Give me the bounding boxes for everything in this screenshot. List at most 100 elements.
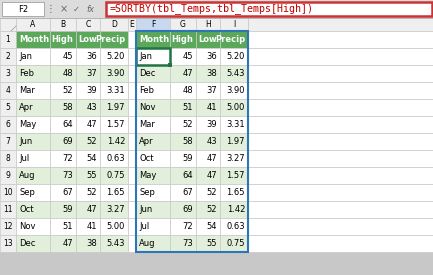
Text: Low: Low — [198, 35, 217, 44]
Bar — [76, 150, 100, 167]
Bar — [76, 184, 100, 201]
Bar — [16, 218, 50, 235]
Text: 52: 52 — [62, 86, 73, 95]
Text: Sep: Sep — [139, 188, 155, 197]
Bar — [136, 150, 170, 167]
Text: 3.31: 3.31 — [226, 120, 245, 129]
Bar — [248, 31, 433, 48]
Bar — [128, 235, 136, 252]
Text: ⋮: ⋮ — [46, 4, 56, 14]
Bar — [128, 48, 136, 65]
Text: 5.20: 5.20 — [226, 52, 245, 61]
Text: 47: 47 — [207, 154, 217, 163]
Text: 43: 43 — [207, 137, 217, 146]
Text: 59: 59 — [182, 154, 193, 163]
Bar — [50, 82, 76, 99]
Text: 47: 47 — [182, 69, 193, 78]
Text: C: C — [85, 20, 90, 29]
Text: 6: 6 — [6, 120, 10, 129]
Bar — [196, 65, 220, 82]
Text: 58: 58 — [182, 137, 193, 146]
Text: 5.00: 5.00 — [226, 103, 245, 112]
Bar — [106, 2, 432, 16]
Text: 69: 69 — [62, 137, 73, 146]
Text: E: E — [129, 20, 134, 29]
Bar — [0, 201, 16, 218]
Text: H: H — [205, 20, 211, 29]
Bar — [196, 133, 220, 150]
Bar — [220, 150, 248, 167]
Bar — [136, 201, 170, 218]
Text: G: G — [180, 20, 186, 29]
Text: 73: 73 — [62, 171, 73, 180]
Bar — [100, 201, 128, 218]
Bar — [0, 252, 433, 275]
Text: Jul: Jul — [139, 222, 149, 231]
Text: Dec: Dec — [139, 69, 155, 78]
Bar — [136, 184, 170, 201]
Text: 1.65: 1.65 — [226, 188, 245, 197]
Bar — [136, 48, 170, 65]
Text: B: B — [61, 20, 65, 29]
Text: Apr: Apr — [139, 137, 154, 146]
Bar — [220, 218, 248, 235]
Bar — [128, 116, 136, 133]
Text: 48: 48 — [62, 69, 73, 78]
Bar — [50, 133, 76, 150]
Bar — [220, 184, 248, 201]
Text: Month: Month — [19, 35, 49, 44]
Bar — [170, 133, 196, 150]
Bar — [128, 218, 136, 235]
Text: =SORTBY(tbl_Temps,tbl_Temps[High]): =SORTBY(tbl_Temps,tbl_Temps[High]) — [110, 4, 314, 15]
Text: 67: 67 — [62, 188, 73, 197]
Bar — [100, 99, 128, 116]
Bar — [248, 235, 433, 252]
Text: Oct: Oct — [139, 154, 154, 163]
Text: Feb: Feb — [19, 69, 34, 78]
Text: Nov: Nov — [139, 103, 155, 112]
Text: I: I — [233, 20, 235, 29]
Text: 0.63: 0.63 — [107, 154, 125, 163]
Bar — [100, 218, 128, 235]
Bar — [16, 99, 50, 116]
Text: 3.27: 3.27 — [107, 205, 125, 214]
Bar — [196, 31, 220, 48]
Bar — [136, 18, 170, 31]
Bar — [16, 82, 50, 99]
Bar — [100, 133, 128, 150]
Bar — [50, 167, 76, 184]
Text: 38: 38 — [206, 69, 217, 78]
Bar — [136, 167, 170, 184]
Bar — [220, 116, 248, 133]
Text: Aug: Aug — [19, 171, 36, 180]
Bar — [196, 18, 220, 31]
Text: A: A — [30, 20, 36, 29]
Text: F2: F2 — [18, 4, 28, 13]
Text: 1.65: 1.65 — [107, 188, 125, 197]
Text: 39: 39 — [86, 86, 97, 95]
Text: Nov: Nov — [19, 222, 36, 231]
Text: ✓: ✓ — [72, 4, 80, 13]
Bar — [248, 18, 433, 31]
Text: 1.57: 1.57 — [107, 120, 125, 129]
Bar — [100, 167, 128, 184]
Bar — [248, 167, 433, 184]
Bar — [196, 184, 220, 201]
Text: ×: × — [60, 4, 68, 14]
Text: 3.27: 3.27 — [226, 154, 245, 163]
Bar — [100, 116, 128, 133]
Text: 52: 52 — [207, 188, 217, 197]
Bar — [248, 65, 433, 82]
Text: 1.97: 1.97 — [226, 137, 245, 146]
Bar — [248, 99, 433, 116]
Text: 51: 51 — [62, 222, 73, 231]
Text: 0.63: 0.63 — [226, 222, 245, 231]
Text: 3: 3 — [6, 69, 10, 78]
Bar — [248, 116, 433, 133]
Text: fx: fx — [86, 4, 94, 13]
Bar — [128, 65, 136, 82]
Bar — [0, 99, 16, 116]
Text: 47: 47 — [86, 205, 97, 214]
Bar — [128, 99, 136, 116]
Bar — [16, 150, 50, 167]
